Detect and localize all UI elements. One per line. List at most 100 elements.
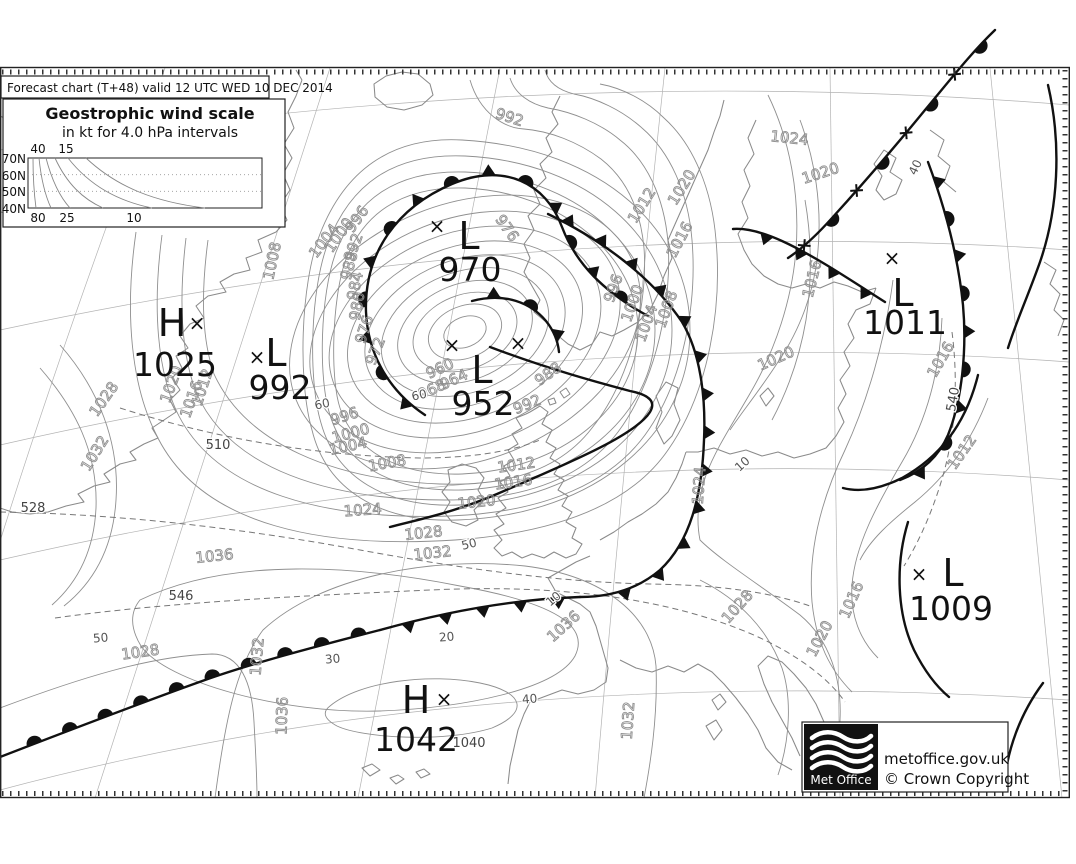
cold-front-symbol [412, 193, 425, 207]
pressure-letter: L [265, 331, 286, 375]
center-cross-mark: × [884, 246, 901, 270]
branding-url: metoffice.gov.uk [884, 750, 1009, 768]
thickness-lines-shape [903, 331, 956, 567]
coastline-shape [373, 71, 434, 111]
cold-front-symbol [561, 214, 574, 228]
isobar-label: 992 [493, 104, 526, 130]
met-office-waves-icon [809, 729, 874, 774]
fronts-shape [786, 28, 997, 260]
coastline-shape [705, 693, 727, 741]
pressure-value: 1009 [909, 589, 993, 628]
frontolysis-cross-symbol [899, 126, 913, 140]
pressure-value: 970 [439, 250, 502, 289]
lat-label-40n: 40N [2, 202, 26, 216]
fronts-shape [898, 520, 951, 699]
cold-front-symbol [692, 500, 706, 515]
cold-front-symbol [651, 567, 665, 581]
pressure-center-l952: L × 952 [444, 333, 515, 423]
warm-front-symbol [133, 695, 149, 707]
cold-front-symbol [678, 315, 692, 328]
center-cross-mark: × [444, 333, 461, 357]
isobar-label: 1028 [404, 522, 444, 544]
pressure-center-l1009: L × 1009 [909, 551, 993, 628]
isobars-shape [214, 563, 657, 799]
cold-front-symbol [964, 324, 976, 339]
lat-label-70n: 70N [2, 152, 26, 166]
wind-scale-subtitle: in kt for 4.0 hPa intervals [62, 125, 238, 141]
branding-copyright: © Crown Copyright [884, 770, 1029, 788]
warm-front-symbol [523, 299, 538, 312]
pressure-letter: H [402, 678, 431, 722]
isobar-label: 1032 [413, 542, 453, 564]
coastline-shape [507, 555, 609, 785]
isobars-layer [0, 69, 989, 799]
thickness-label: 546 [169, 589, 194, 604]
pressure-value: 1025 [133, 345, 217, 384]
wind-scale-panel-shape [54, 157, 104, 209]
graticule-shape [0, 468, 1070, 561]
isobars-shape [203, 79, 645, 485]
isobar-label: 1020 [803, 618, 837, 660]
fronts-shape [0, 628, 382, 759]
warm-front-symbol [240, 657, 257, 669]
cold-front-symbol [438, 612, 453, 625]
graticule-label: 10 [732, 454, 753, 475]
isobars-shape-shape [443, 315, 487, 349]
cold-front-symbol [486, 286, 501, 298]
coastline-shape [1043, 261, 1065, 337]
cold-front-symbol [617, 588, 631, 601]
isobars-shape [132, 568, 579, 712]
warm-front-symbol [940, 435, 953, 451]
isobar-label: 1008 [367, 451, 408, 475]
isobars-shape [324, 678, 518, 738]
thickness-lines-shape [119, 407, 541, 459]
thickness-label: 1040 [452, 736, 485, 751]
isobars-shape-shape [347, 240, 583, 424]
isobars-shape [59, 344, 117, 607]
isobars-shape-shape [427, 303, 503, 361]
graticule-label: 40 [521, 691, 537, 706]
warm-front-symbol [97, 708, 114, 720]
cold-front-symbol [702, 387, 714, 402]
cold-front-symbol [363, 255, 376, 269]
map-frame [0, 66, 1070, 799]
thickness-lines-shape [0, 511, 811, 607]
cold-front-symbol [700, 463, 713, 478]
graticule-shape [0, 690, 1070, 791]
warm-front-symbol [313, 637, 330, 648]
warm-front-symbol [443, 176, 460, 188]
thickness-lines-layer [0, 331, 956, 703]
isobars-shape [810, 279, 894, 693]
cold-front-symbol [954, 249, 967, 263]
forecast-title: Forecast chart (T+48) valid 12 UTC WED 1… [7, 81, 333, 95]
center-cross-mark: × [429, 214, 446, 238]
cold-front-symbol [551, 597, 566, 610]
graticule-label: 60 [410, 387, 428, 404]
isobars-shape-shape [380, 267, 550, 397]
graticule-label: 50 [460, 535, 478, 552]
pressure-center-h1042: H × 1042 [374, 678, 458, 759]
coastline-shape [523, 95, 725, 351]
warm-front-symbol [925, 97, 939, 112]
warm-front-symbol [613, 290, 628, 304]
wind-scale-panel-shape [27, 157, 263, 209]
warm-front-symbol [961, 361, 971, 378]
warm-front-symbol [518, 175, 534, 187]
isobar-label: 1024 [343, 500, 382, 521]
graticule-shape [989, 67, 1063, 799]
scale-bottom-80: 80 [30, 211, 45, 225]
cold-front-symbol [913, 466, 925, 480]
frontolysis-cross-symbol [797, 239, 811, 252]
isobars-shape-shape [364, 254, 566, 410]
isobars-shape [859, 397, 989, 561]
isobars-shape [39, 367, 97, 606]
coastline-shape [873, 129, 957, 201]
thickness-lines-shape [54, 588, 846, 703]
met-office-waves-icon-shape [809, 739, 874, 754]
isobar-label: 1008 [259, 240, 285, 281]
thickness-label: 540 [944, 386, 963, 413]
isobar-label: 1008 [651, 288, 681, 330]
wind-scale-panel-shape [67, 157, 153, 209]
cold-front-symbol [760, 232, 774, 246]
